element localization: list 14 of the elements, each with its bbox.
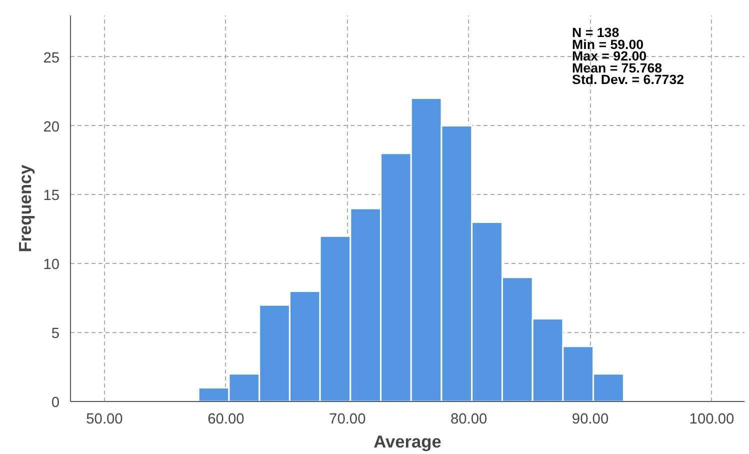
x-tick-label: 70.00 [329, 412, 366, 428]
x-tick-label: 90.00 [572, 412, 609, 428]
x-tick-label: 80.00 [450, 412, 488, 428]
y-tick-label: 20 [43, 119, 60, 136]
y-tick-label: 15 [43, 188, 60, 204]
x-tick-label: 50.00 [86, 412, 123, 428]
y-tick-label: 5 [51, 326, 60, 342]
x-axis-title: Average [374, 432, 442, 452]
y-tick-label: 0 [51, 395, 60, 411]
y-tick-label: 25 [43, 50, 60, 66]
x-tick-label: 100.00 [689, 412, 734, 428]
y-axis-title: Frequency [15, 164, 36, 252]
y-tick-label: 10 [43, 257, 60, 274]
x-tick-label: 60.00 [208, 412, 244, 428]
